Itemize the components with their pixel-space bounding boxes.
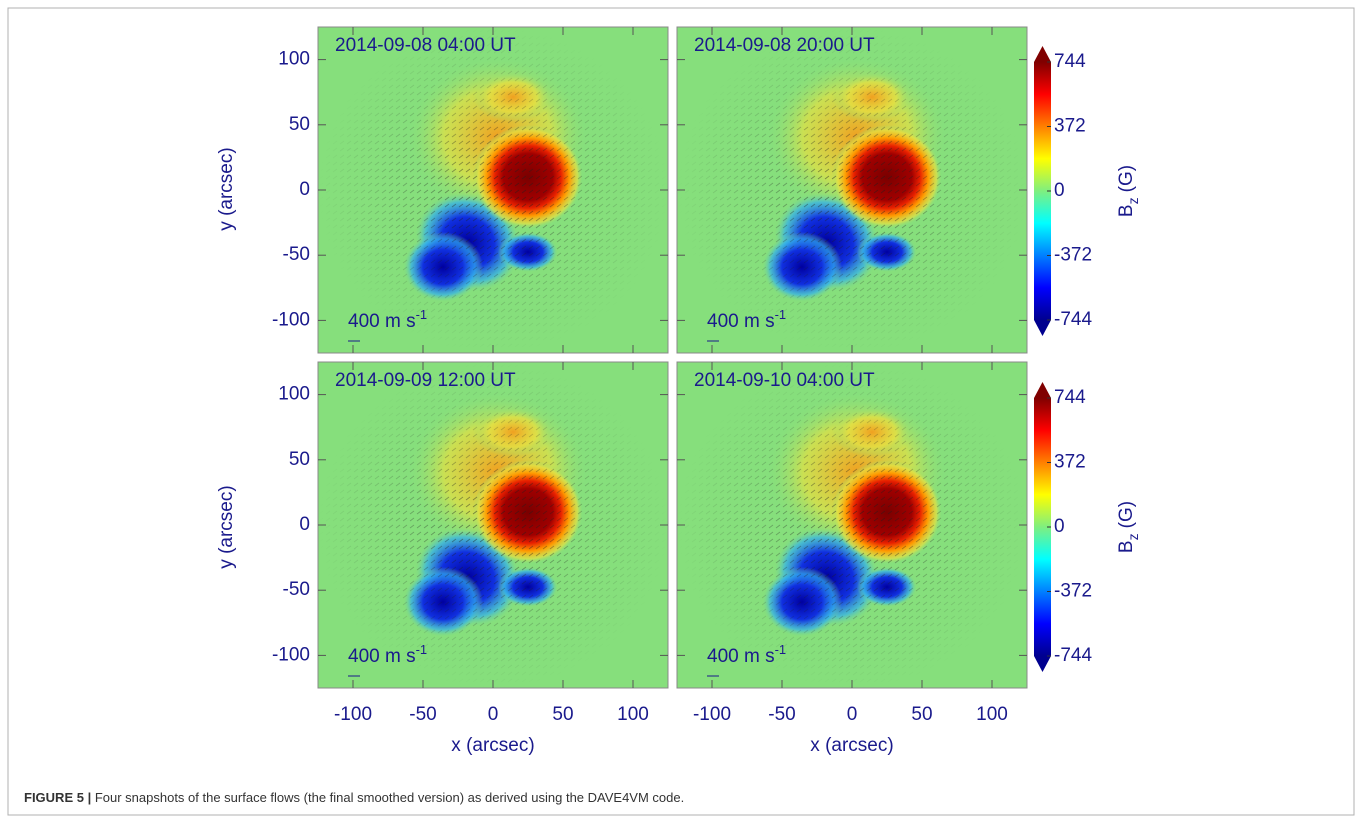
x-tick-label: 0 (847, 704, 858, 725)
scale-exp: -1 (775, 307, 787, 322)
panel-title: 2014-09-08 20:00 UT (694, 35, 875, 56)
scale-exp: -1 (416, 307, 428, 322)
colorbar (1034, 62, 1051, 320)
x-tick-label: 50 (552, 704, 573, 725)
caption-text: Four snapshots of the surface flows (the… (95, 790, 684, 805)
magnetogram (318, 362, 668, 688)
colorbar-tick-label: 0 (1054, 516, 1065, 537)
colorbar-label: Bz (G) (1116, 501, 1141, 553)
colorbar-tick-label: -372 (1054, 245, 1092, 266)
y-tick-label: 100 (278, 49, 310, 70)
frame (7, 7, 1355, 816)
x-tick-label: -50 (409, 704, 436, 725)
colorbar-tip (1034, 46, 1051, 62)
colorbar-tip (1034, 382, 1051, 398)
colorbar-tick-label: 372 (1054, 116, 1086, 137)
x-tick-label: 0 (488, 704, 499, 725)
caption: FIGURE 5 | Four snapshots of the surface… (24, 790, 684, 805)
colorbar-tick-label: 0 (1054, 180, 1065, 201)
colorbar-label-unit: (G) (1116, 165, 1137, 192)
magnetogram (677, 27, 1027, 353)
colorbar-label-main: B (1116, 540, 1137, 553)
x-tick-label: -50 (768, 704, 795, 725)
y-tick-label: -100 (272, 644, 310, 665)
panel-title: 2014-09-09 12:00 UT (335, 370, 516, 391)
panel-title: 2014-09-08 04:00 UT (335, 35, 516, 56)
colorbar-tick-label: 372 (1054, 452, 1086, 473)
scale-exp: -1 (416, 642, 428, 657)
y-tick-label: -100 (272, 309, 310, 330)
colorbar-tick-label: 744 (1054, 387, 1086, 408)
x-tick-label: 100 (617, 704, 649, 725)
x-axis-label: x (arcsec) (451, 735, 534, 756)
y-tick-label: 0 (299, 514, 310, 535)
colorbar-tick-label: -372 (1054, 581, 1092, 602)
y-tick-label: -50 (283, 579, 310, 600)
scale-exp: -1 (775, 642, 787, 657)
scale-text: 400 m s (707, 311, 775, 332)
scale-label: 400 m s-1 (707, 642, 786, 667)
colorbar-label: Bz (G) (1116, 165, 1141, 217)
colorbar-tick-label: -744 (1054, 645, 1092, 666)
y-tick-label: 50 (289, 449, 310, 470)
x-tick-label: 50 (911, 704, 932, 725)
scale-text: 400 m s (707, 646, 775, 667)
y-tick-label: -50 (283, 244, 310, 265)
y-tick-label: 50 (289, 114, 310, 135)
x-axis-label: x (arcsec) (810, 735, 893, 756)
colorbar-tip (1034, 320, 1051, 336)
scale-label: 400 m s-1 (348, 642, 427, 667)
x-tick-label: -100 (693, 704, 731, 725)
colorbar-label-main: B (1116, 204, 1137, 217)
colorbar-label-sub: z (1125, 197, 1141, 204)
colorbar-tick-label: -744 (1054, 309, 1092, 330)
scale-label: 400 m s-1 (348, 307, 427, 332)
y-tick-label: 100 (278, 384, 310, 405)
y-axis-label: y (arcsec) (216, 485, 237, 568)
colorbar-tick-label: 744 (1054, 51, 1086, 72)
panel-title: 2014-09-10 04:00 UT (694, 370, 875, 391)
x-tick-label: -100 (334, 704, 372, 725)
caption-label: FIGURE 5 | (24, 790, 91, 805)
scale-text: 400 m s (348, 311, 416, 332)
colorbar-tip (1034, 656, 1051, 672)
x-tick-label: 100 (976, 704, 1008, 725)
magnetogram (677, 362, 1027, 688)
y-axis-label: y (arcsec) (216, 147, 237, 230)
scale-label: 400 m s-1 (707, 307, 786, 332)
y-tick-label: 0 (299, 179, 310, 200)
magnetogram (318, 27, 668, 353)
scale-text: 400 m s (348, 646, 416, 667)
colorbar-label-sub: z (1125, 533, 1141, 540)
colorbar-label-unit: (G) (1116, 501, 1137, 528)
colorbar (1034, 398, 1051, 656)
